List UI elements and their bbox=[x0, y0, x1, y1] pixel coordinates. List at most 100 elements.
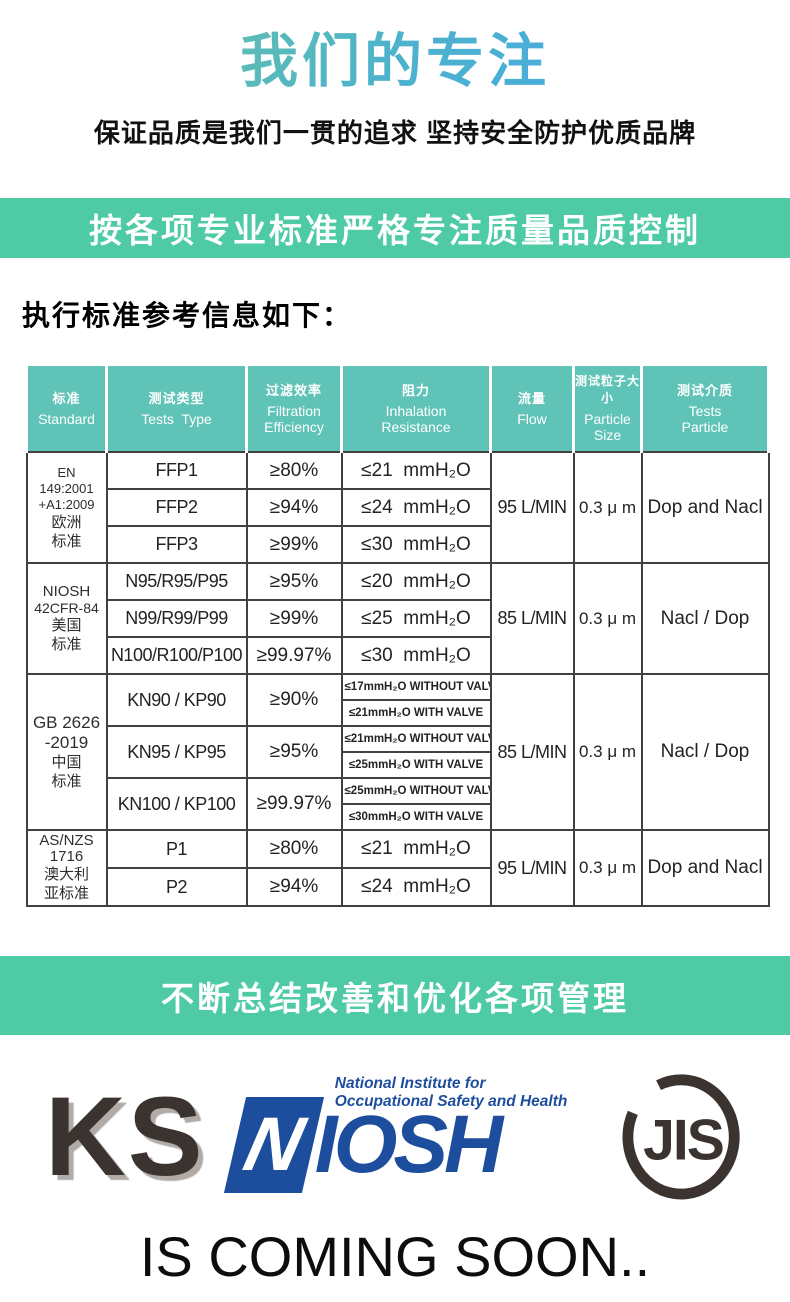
test-particle-cell: Nacl / Dop bbox=[640, 562, 770, 675]
particle-size-cell: 0.3 μ m bbox=[572, 562, 643, 675]
standard-line: GB 2626 bbox=[32, 713, 101, 732]
table-row: ≤21mmH₂O WITH VALVE bbox=[27, 699, 769, 727]
test-type-cell: P1 bbox=[105, 829, 248, 869]
standard-line: -2019 bbox=[44, 733, 89, 752]
page-title: 我们的专注 bbox=[0, 26, 790, 98]
resistance-sub-cell: ≤17mmH₂O WITHOUT VALVE bbox=[340, 673, 492, 701]
efficiency-cell: ≥95% bbox=[245, 562, 343, 601]
standard-line: 标准 bbox=[51, 635, 82, 653]
efficiency-cell: ≥94% bbox=[245, 488, 343, 527]
resistance-sub-cell: ≤25mmH₂O WITHOUT VALVE bbox=[340, 777, 492, 805]
efficiency-cell: ≥99% bbox=[245, 525, 343, 564]
resistance-cell: ≤21 mmH₂O bbox=[340, 829, 492, 869]
particle-size-cell: 0.3 μ m bbox=[572, 829, 643, 907]
table-row: NIOSH 42CFR-84 美国 标准 N95/R95/P95 ≥95% ≤2… bbox=[25, 562, 770, 675]
col-header-en: Flow bbox=[517, 410, 547, 427]
standard-line: NIOSH bbox=[42, 582, 91, 600]
jis-logo: JIS bbox=[622, 1074, 740, 1200]
col-header-en: Inhalation Resistance bbox=[381, 402, 451, 435]
table-row: P2 ≥94% ≤24 mmH₂O bbox=[27, 867, 769, 907]
test-particle-cell: Dop and Nacl bbox=[640, 451, 770, 564]
standard-line: 中国 bbox=[51, 754, 82, 771]
table-row: GB 2626 -2019 中国 标准 KN90 / KP90 ≥90% ≤17… bbox=[25, 673, 770, 831]
jis-text: JIS bbox=[643, 1109, 723, 1173]
resistance-cell: ≤24 mmH₂O bbox=[340, 488, 492, 527]
niosh-tagline-line2: Occupational Safety and Health bbox=[334, 1093, 568, 1110]
niosh-wordmark: N IOSH bbox=[223, 1097, 503, 1193]
resistance-cell: ≤21 mmH₂O bbox=[340, 451, 492, 490]
col-header-zh: 标准 bbox=[52, 390, 81, 406]
resistance-cell: ≤20 mmH₂O bbox=[340, 562, 492, 601]
niosh-iosh-letters: IOSH bbox=[314, 1099, 503, 1190]
resistance-cell: ≤30 mmH₂O bbox=[340, 636, 492, 675]
col-header-zh: 阻力 bbox=[401, 382, 430, 398]
standard-line: 42CFR-84 bbox=[34, 599, 99, 616]
table-row: FFP3 ≥99% ≤30 mmH₂O bbox=[27, 525, 769, 564]
flow-cell: 95 L/MIN bbox=[489, 451, 575, 564]
particle-size-cell: 0.3 μ m bbox=[572, 673, 643, 831]
col-header-zh: 测试粒子大小 bbox=[575, 374, 641, 405]
resistance-sub-cell: ≤30mmH₂O WITH VALVE bbox=[340, 803, 492, 831]
test-type-cell: P2 bbox=[105, 867, 248, 907]
niosh-tagline-line1: National Institute for bbox=[334, 1075, 486, 1092]
standards-table: 标准 Standard 测试类型 Tests Type 过滤效率 Filtration… bbox=[25, 366, 770, 907]
page-subtitle: 保证品质是我们一贯的追求 坚持安全防护优质品牌 bbox=[93, 118, 697, 148]
flow-cell: 95 L/MIN bbox=[489, 829, 575, 907]
flow-cell: 85 L/MIN bbox=[489, 562, 575, 675]
standard-line: 欧洲 bbox=[51, 513, 82, 531]
particle-size-cell: 0.3 μ m bbox=[572, 451, 643, 564]
test-type-cell: KN95 / KP95 bbox=[105, 725, 248, 779]
table-row: AS/NZS 1716 澳大利 亚标准 P1 ≥80% ≤21 mmH₂O 95… bbox=[25, 829, 770, 907]
standard-line: 标准 bbox=[51, 773, 82, 790]
table-row: KN100 / KP100 ≥99.97% ≤25mmH₂O WITHOUT V… bbox=[27, 777, 769, 831]
col-header-standard: 标准 Standard bbox=[25, 366, 108, 452]
table-row: EN 149:2001 +A1:2009 欧洲 标准 FFP1 ≥80% ≤21… bbox=[25, 451, 770, 564]
col-header-en: Standard bbox=[38, 410, 95, 427]
efficiency-cell: ≥80% bbox=[245, 451, 343, 490]
table-row: ≤30mmH₂O WITH VALVE bbox=[27, 803, 769, 831]
standards-table-wrap: 标准 Standard 测试类型 Tests Type 过滤效率 Filtration… bbox=[25, 366, 770, 907]
col-header-en: Tests Particle bbox=[681, 402, 729, 435]
standard-line: 美国 bbox=[51, 616, 82, 634]
page: 我们的专注 保证品质是我们一贯的追求 坚持安全防护优质品牌 按各项专业标准严格专… bbox=[0, 26, 790, 1302]
test-type-cell: FFP1 bbox=[105, 451, 248, 490]
test-particle-cell: Nacl / Dop bbox=[640, 673, 770, 831]
standard-line: AS/NZS bbox=[39, 832, 94, 849]
table-row: FFP2 ≥94% ≤24 mmH₂O bbox=[27, 488, 769, 527]
certification-logos: KS National Institute for Occupational S… bbox=[0, 1071, 790, 1203]
test-type-cell: N100/R100/P100 bbox=[105, 636, 248, 675]
col-header-particle-size: 测试粒子大小 Particle Size bbox=[572, 366, 643, 452]
col-header-en: Particle Size bbox=[584, 411, 631, 443]
test-particle-cell: Dop and Nacl bbox=[640, 829, 770, 907]
table-header-row: 标准 Standard 测试类型 Tests Type 过滤效率 Filtration… bbox=[25, 366, 770, 452]
col-header-tests-type: 测试类型 Tests Type bbox=[105, 366, 248, 452]
efficiency-cell: ≥99% bbox=[245, 599, 343, 638]
table-heading: 执行标准参考信息如下： bbox=[22, 300, 353, 331]
table-row: N100/R100/P100 ≥99.97% ≤30 mmH₂O bbox=[27, 636, 769, 675]
col-header-en: Filtration Efficiency bbox=[264, 402, 324, 435]
resistance-cell: ≤25 mmH₂O bbox=[340, 599, 492, 638]
col-header-flow: 流量 Flow bbox=[489, 366, 575, 452]
test-type-cell: N95/R95/P95 bbox=[105, 562, 248, 601]
col-header-inhalation-resistance: 阻力 Inhalation Resistance bbox=[340, 366, 492, 452]
test-type-cell: N99/R99/P99 bbox=[105, 599, 248, 638]
efficiency-cell: ≥99.97% bbox=[245, 636, 343, 675]
standard-line: 亚标准 bbox=[43, 885, 89, 902]
col-header-zh: 测试类型 bbox=[148, 390, 205, 406]
ks-logo: KS bbox=[45, 1074, 205, 1199]
col-header-zh: 流量 bbox=[517, 390, 546, 406]
efficiency-cell: ≥94% bbox=[245, 867, 343, 907]
management-banner: 不断总结改善和优化各项管理 bbox=[0, 956, 790, 1035]
standard-cell-gb2626: GB 2626 -2019 中国 标准 bbox=[25, 673, 108, 831]
quality-control-banner: 按各项专业标准严格专注质量品质控制 bbox=[0, 198, 790, 258]
resistance-cell: ≤24 mmH₂O bbox=[340, 867, 492, 907]
standard-line: 1716 bbox=[49, 848, 84, 865]
test-type-cell: FFP3 bbox=[105, 525, 248, 564]
efficiency-cell: ≥90% bbox=[245, 673, 343, 727]
table-row: KN95 / KP95 ≥95% ≤21mmH₂O WITHOUT VALVE bbox=[27, 725, 769, 779]
coming-soon-text: IS COMING SOON.. bbox=[139, 1225, 651, 1288]
resistance-sub-cell: ≤25mmH₂O WITH VALVE bbox=[340, 751, 492, 779]
flow-cell: 85 L/MIN bbox=[489, 673, 575, 831]
resistance-cell: ≤30 mmH₂O bbox=[340, 525, 492, 564]
test-type-cell: KN90 / KP90 bbox=[105, 673, 248, 727]
